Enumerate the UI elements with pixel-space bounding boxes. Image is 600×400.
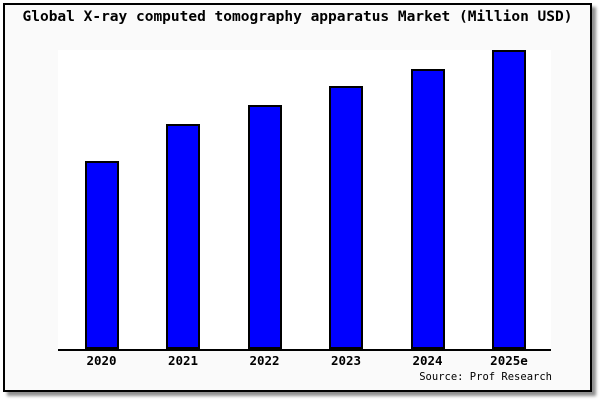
x-tick-label-2022: 2022 (249, 353, 280, 368)
x-tick-label-2020: 2020 (86, 353, 117, 368)
plot-area (58, 50, 551, 351)
source-note: Source: Prof Research (419, 371, 552, 383)
chart-card: Global X-ray computed tomography apparat… (3, 3, 592, 392)
bar-2023 (329, 86, 363, 349)
x-tick-label-2025e: 2025e (490, 353, 528, 368)
bar-2025e (492, 50, 526, 349)
bar-2020 (84, 161, 119, 349)
bar-2022 (247, 105, 282, 349)
bar-2021 (166, 124, 200, 349)
x-tick-label-2021: 2021 (167, 353, 199, 368)
bar-2024 (410, 69, 445, 349)
chart-title: Global X-ray computed tomography apparat… (22, 9, 573, 25)
x-tick-label-2023: 2023 (330, 353, 362, 368)
x-tick-label-2024: 2024 (412, 353, 443, 368)
